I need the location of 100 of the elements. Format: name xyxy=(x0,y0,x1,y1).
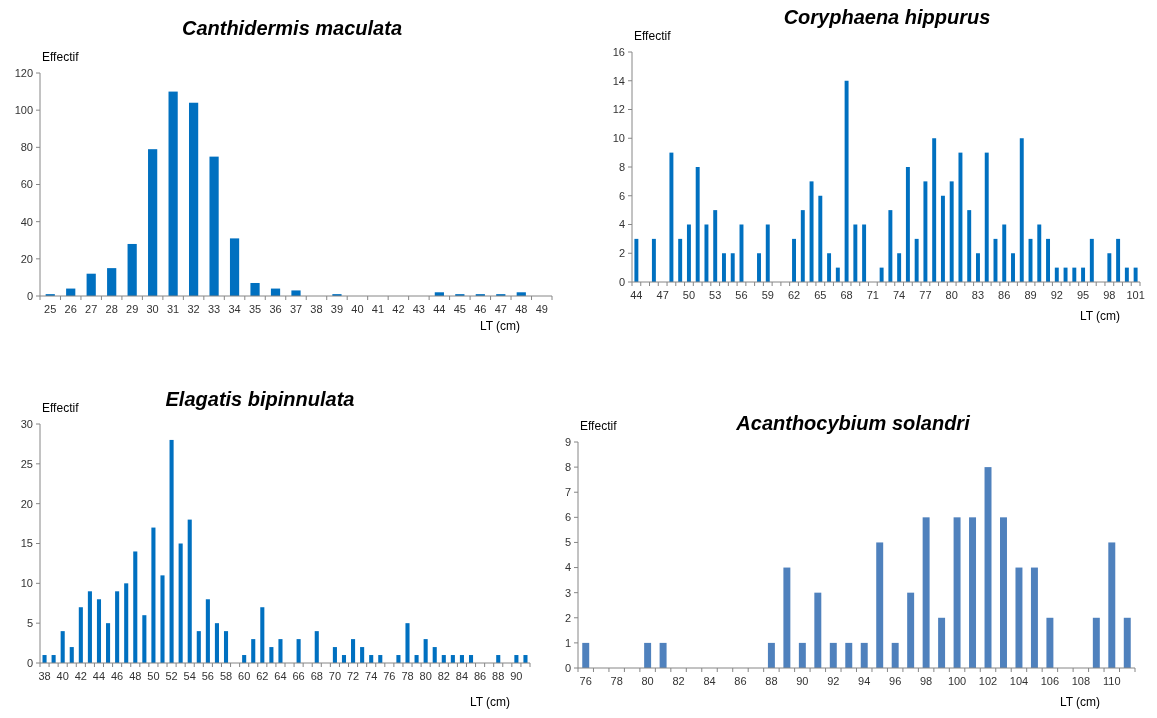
x-tick-label: 58 xyxy=(219,670,233,682)
y-tick-label: 0 xyxy=(26,289,33,302)
x-tick-label: 104 xyxy=(1009,675,1029,687)
x-tick-label: 92 xyxy=(1050,289,1063,301)
x-tick-label: 50 xyxy=(682,289,696,301)
x-tick-label: 44 xyxy=(92,670,106,682)
x-tick-label: 44 xyxy=(630,289,643,301)
y-tick-label: 120 xyxy=(14,66,33,79)
y-tick-label: 8 xyxy=(618,160,625,173)
y-tick-label: 8 xyxy=(564,460,571,473)
x-tick-label: 60 xyxy=(238,670,251,682)
x-tick-label: 76 xyxy=(383,670,396,682)
y-tick-label: 16 xyxy=(612,45,625,58)
y-tick-label: 4 xyxy=(564,561,571,574)
x-tick-label: 96 xyxy=(889,675,902,687)
x-tick-label: 74 xyxy=(893,289,906,301)
y-axis-title: Effectif xyxy=(42,401,80,415)
y-tick-label: 10 xyxy=(612,132,625,145)
y-tick-label: 6 xyxy=(564,511,571,524)
x-tick-label: 68 xyxy=(840,289,853,301)
y-tick-label: 60 xyxy=(20,178,33,191)
x-axis-title: LT (cm) xyxy=(1079,309,1121,323)
x-tick-label: 39 xyxy=(330,303,344,315)
x-tick-label: 49 xyxy=(535,303,548,315)
x-tick-label: 84 xyxy=(703,675,716,687)
x-tick-label: 84 xyxy=(455,670,469,682)
x-tick-label: 64 xyxy=(274,670,287,682)
x-tick-label: 62 xyxy=(787,289,801,301)
x-tick-label: 43 xyxy=(412,303,426,315)
y-tick-label: 14 xyxy=(612,74,625,87)
x-tick-label: 110 xyxy=(1103,675,1121,687)
x-tick-label: 52 xyxy=(165,670,178,682)
x-tick-label: 34 xyxy=(228,303,241,315)
x-tick-label: 38 xyxy=(310,303,323,315)
y-tick-label: 6 xyxy=(618,189,625,202)
y-tick-label: 12 xyxy=(612,103,625,116)
chart-title: Acanthocybium solandri xyxy=(735,412,971,434)
chart-title: Coryphaena hippurus xyxy=(783,6,991,28)
x-tick-label: 46 xyxy=(474,303,487,315)
x-tick-label: 90 xyxy=(796,675,809,687)
y-tick-label: 4 xyxy=(618,218,625,231)
x-tick-label: 77 xyxy=(919,289,932,301)
x-tick-label: 35 xyxy=(248,303,262,315)
x-axis-title: LT (cm) xyxy=(1059,695,1101,709)
x-tick-label: 38 xyxy=(38,670,51,682)
x-tick-label: 42 xyxy=(74,670,87,682)
x-tick-label: 54 xyxy=(183,670,196,682)
x-tick-label: 59 xyxy=(761,289,774,301)
x-tick-label: 48 xyxy=(129,670,142,682)
chart-title: Canthidermis maculata xyxy=(181,17,403,39)
x-tick-label: 27 xyxy=(85,303,98,315)
x-tick-label: 82 xyxy=(437,670,450,682)
x-tick-label: 53 xyxy=(709,289,722,301)
x-tick-label: 106 xyxy=(1040,675,1060,687)
x-tick-label: 32 xyxy=(187,303,200,315)
x-tick-label: 65 xyxy=(814,289,827,301)
x-tick-label: 44 xyxy=(433,303,446,315)
x-tick-label: 45 xyxy=(453,303,466,315)
y-axis-title: Effectif xyxy=(42,50,80,64)
x-tick-label: 108 xyxy=(1071,675,1091,687)
x-tick-label: 88 xyxy=(765,675,778,687)
x-tick-label: 25 xyxy=(44,303,57,315)
x-axis-title: LT (cm) xyxy=(469,695,511,709)
x-tick-label: 94 xyxy=(858,675,871,687)
x-tick-label: 42 xyxy=(392,303,405,315)
x-tick-label: 40 xyxy=(351,303,364,315)
x-tick-label: 36 xyxy=(269,303,282,315)
x-tick-label: 28 xyxy=(105,303,118,315)
x-tick-label: 82 xyxy=(672,675,685,687)
x-tick-label: 86 xyxy=(473,670,487,682)
x-tick-label: 56 xyxy=(201,670,214,682)
y-axis-title: Effectif xyxy=(634,29,672,43)
x-tick-label: 70 xyxy=(328,670,342,682)
y-tick-label: 2 xyxy=(618,247,625,260)
x-tick-label: 66 xyxy=(292,670,305,682)
y-tick-label: 25 xyxy=(20,457,33,470)
x-tick-label: 80 xyxy=(641,675,654,687)
x-tick-label: 98 xyxy=(920,675,933,687)
y-tick-label: 15 xyxy=(20,537,33,550)
x-tick-label: 71 xyxy=(866,289,879,301)
y-tick-label: 2 xyxy=(564,611,571,624)
y-tick-label: 0 xyxy=(618,275,625,288)
x-tick-label: 92 xyxy=(827,675,840,687)
x-tick-label: 47 xyxy=(656,289,669,301)
x-tick-label: 72 xyxy=(346,670,360,682)
x-tick-label: 80 xyxy=(945,289,958,301)
y-tick-label: 100 xyxy=(14,104,33,117)
y-tick-label: 0 xyxy=(26,656,33,669)
y-tick-label: 3 xyxy=(564,586,571,599)
x-tick-label: 47 xyxy=(494,303,507,315)
x-tick-label: 89 xyxy=(1024,289,1037,301)
x-tick-label: 37 xyxy=(289,303,303,315)
x-axis-title: LT (cm) xyxy=(479,319,521,333)
x-tick-label: 86 xyxy=(998,289,1011,301)
y-tick-label: 9 xyxy=(564,435,571,448)
y-tick-label: 10 xyxy=(20,577,33,590)
y-tick-label: 80 xyxy=(20,141,33,154)
x-tick-label: 95 xyxy=(1076,289,1090,301)
x-tick-label: 50 xyxy=(147,670,160,682)
x-tick-label: 83 xyxy=(971,289,985,301)
